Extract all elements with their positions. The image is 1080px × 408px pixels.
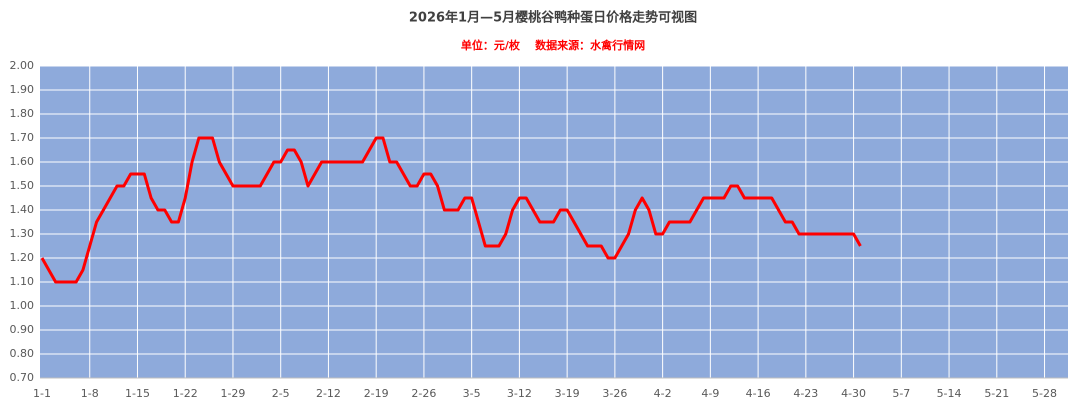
x-tick-label: 2-12 <box>316 387 341 400</box>
x-tick-label: 4-9 <box>701 387 719 400</box>
x-tick-label: 3-12 <box>507 387 532 400</box>
x-tick-label: 1-15 <box>125 387 150 400</box>
y-tick-label: 1.70 <box>10 131 35 144</box>
chart-title: 2026年1月—5月樱桃谷鸭种蛋日价格走势可视图 <box>409 10 697 26</box>
y-tick-label: 0.80 <box>10 347 35 360</box>
y-tick-label: 1.10 <box>10 275 35 288</box>
y-tick-label: 1.00 <box>10 299 35 312</box>
x-tick-label: 2-5 <box>272 387 290 400</box>
x-tick-label: 1-22 <box>173 387 198 400</box>
x-tick-label: 2-26 <box>411 387 436 400</box>
x-tick-label: 4-23 <box>793 387 818 400</box>
x-tick-label: 1-1 <box>33 387 51 400</box>
x-tick-label: 5-21 <box>984 387 1009 400</box>
y-tick-label: 1.50 <box>10 179 35 192</box>
x-tick-label: 3-5 <box>463 387 481 400</box>
x-tick-label: 4-2 <box>654 387 672 400</box>
x-tick-label: 3-26 <box>602 387 627 400</box>
y-tick-label: 2.00 <box>10 59 35 72</box>
chart-subtitle: 单位：元/枚 数据来源：水禽行情网 <box>461 38 645 52</box>
y-tick-label: 1.80 <box>10 107 35 120</box>
x-tick-label: 5-28 <box>1032 387 1057 400</box>
x-tick-label: 5-14 <box>937 387 962 400</box>
price-line <box>40 136 862 284</box>
y-tick-label: 1.40 <box>10 203 35 216</box>
y-tick-label: 0.70 <box>10 371 35 384</box>
y-tick-label: 1.90 <box>10 83 35 96</box>
y-tick-label: 0.90 <box>10 323 35 336</box>
x-tick-label: 4-16 <box>746 387 771 400</box>
y-tick-label: 1.30 <box>10 227 35 240</box>
x-tick-label: 3-19 <box>555 387 580 400</box>
y-tick-label: 1.20 <box>10 251 35 264</box>
x-tick-label: 5-7 <box>892 387 910 400</box>
x-tick-label: 4-30 <box>841 387 866 400</box>
y-tick-label: 1.60 <box>10 155 35 168</box>
x-tick-label: 1-29 <box>220 387 245 400</box>
x-tick-label: 2-19 <box>364 387 389 400</box>
x-tick-label: 1-8 <box>81 387 99 400</box>
